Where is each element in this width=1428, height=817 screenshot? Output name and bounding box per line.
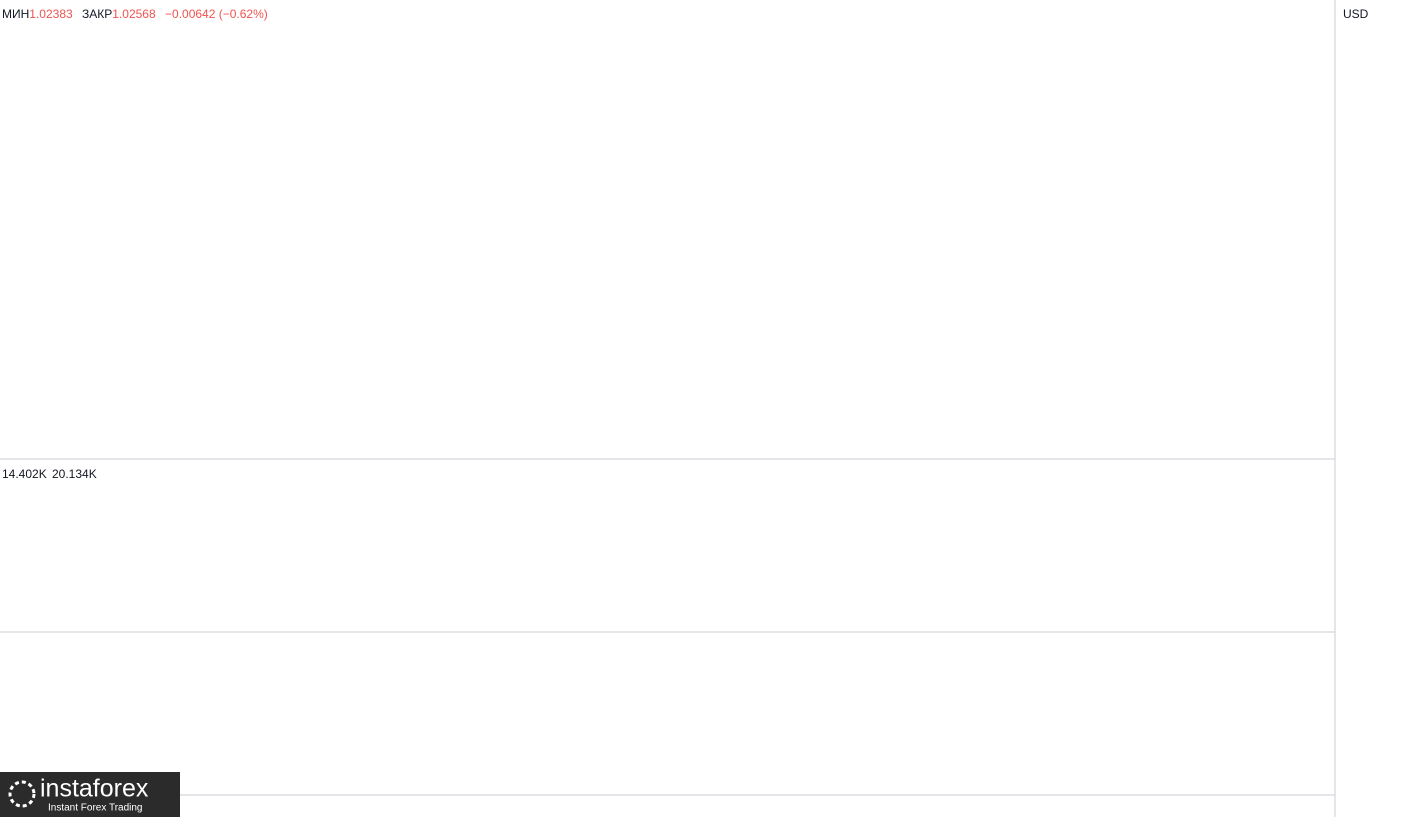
logo-text: instaforex bbox=[40, 775, 149, 803]
ohlc-header: МИН1.02383 ЗАКР1.02568 −0.00642 (−0.62%) bbox=[2, 7, 268, 21]
logo: instaforex Instant Forex Trading bbox=[0, 772, 180, 817]
header-label: МИН bbox=[2, 7, 29, 21]
header-value: 1.02383 bbox=[29, 7, 73, 21]
legend-value: 14.402K bbox=[2, 467, 47, 481]
header-label: ЗАКР bbox=[82, 7, 112, 21]
header-change: −0.00642 (−0.62%) bbox=[165, 7, 268, 21]
logo-icon bbox=[8, 780, 36, 808]
price-axis-bg bbox=[1335, 0, 1428, 817]
logo-bg bbox=[0, 772, 180, 817]
legend-value: 20.134K bbox=[52, 467, 97, 481]
currency-label: USD bbox=[1343, 7, 1369, 21]
header-value: 1.02568 bbox=[112, 7, 156, 21]
logo-tagline: Instant Forex Trading bbox=[48, 803, 143, 814]
